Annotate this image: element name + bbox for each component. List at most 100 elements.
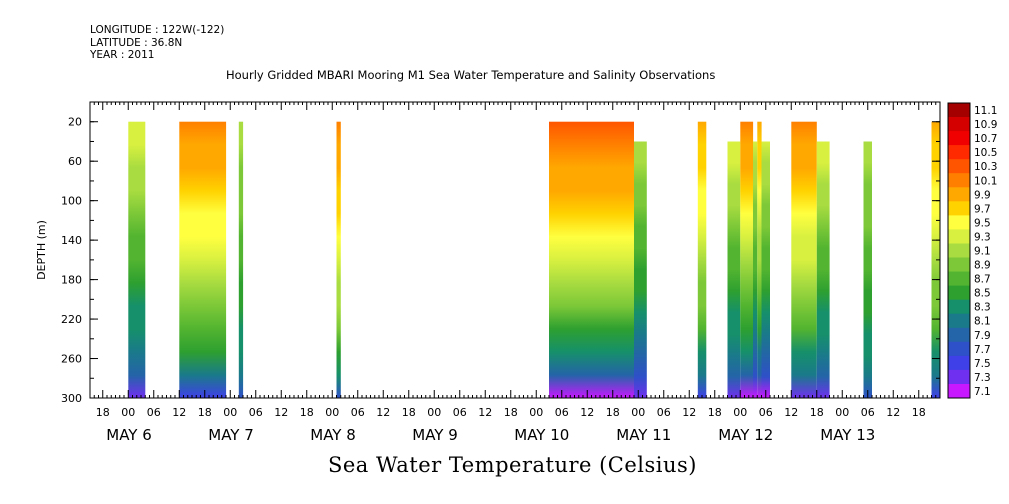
colorbar-swatch bbox=[948, 271, 970, 287]
x-hour-tick-label: 00 bbox=[325, 406, 339, 419]
colorbar-label: 8.3 bbox=[974, 302, 991, 314]
colorbar-swatch bbox=[948, 299, 970, 315]
colorbar-swatch bbox=[948, 327, 970, 343]
plot-area bbox=[128, 121, 940, 398]
x-hour-tick-label: 00 bbox=[733, 406, 747, 419]
data-segment bbox=[761, 141, 770, 398]
colorbar-swatch bbox=[948, 103, 970, 118]
x-hour-tick-label: 18 bbox=[300, 406, 314, 419]
colorbar-label: 8.5 bbox=[974, 288, 991, 300]
x-hour-tick-label: 12 bbox=[580, 406, 594, 419]
x-day-label: MAY 6 bbox=[106, 426, 152, 444]
colorbar-label: 9.1 bbox=[974, 246, 991, 258]
x-hour-tick-label: 06 bbox=[759, 406, 773, 419]
chart-title: Hourly Gridded MBARI Mooring M1 Sea Wate… bbox=[226, 68, 716, 82]
x-hour-tick-label: 06 bbox=[147, 406, 161, 419]
x-hour-tick-label: 18 bbox=[198, 406, 212, 419]
colorbar-label: 9.9 bbox=[974, 189, 991, 201]
x-hour-tick-label: 12 bbox=[376, 406, 390, 419]
x-day-label: MAY 9 bbox=[412, 426, 458, 444]
colorbar-frame bbox=[947, 102, 971, 399]
data-segment bbox=[757, 121, 762, 398]
x-hour-tick-label: 12 bbox=[682, 406, 696, 419]
axes: 20 60 100 140 180 220 260 300 DEPTH (m) 18 00 06 12 1… bbox=[35, 101, 941, 444]
colorbar-label: 7.3 bbox=[974, 372, 991, 384]
colorbar-label: 9.7 bbox=[974, 203, 991, 215]
y-axis-title: DEPTH (m) bbox=[35, 220, 48, 280]
y-tick-label: 100 bbox=[61, 195, 82, 208]
data-segment bbox=[740, 121, 754, 398]
x-day-label: MAY 13 bbox=[820, 426, 875, 444]
x-hour-tick-label: 12 bbox=[172, 406, 186, 419]
colorbar-swatch bbox=[948, 173, 970, 188]
colorbar-label: 8.1 bbox=[974, 316, 991, 328]
x-hour-tick-label: 00 bbox=[427, 406, 441, 419]
colorbar-label: 10.5 bbox=[974, 147, 997, 159]
x-hour-tick-label: 18 bbox=[708, 406, 722, 419]
x-hour-tick-label: 00 bbox=[121, 406, 135, 419]
colorbar-label: 8.9 bbox=[974, 260, 991, 272]
colorbar-label: 9.3 bbox=[974, 232, 991, 244]
data-segment bbox=[697, 121, 707, 398]
colorbar-label: 10.3 bbox=[974, 161, 997, 173]
colorbar-label: 11.1 bbox=[974, 105, 997, 117]
x-hour-tick-label: 12 bbox=[886, 406, 900, 419]
colorbar-label: 8.7 bbox=[974, 274, 991, 286]
colorbar-label: 10.9 bbox=[974, 119, 997, 131]
colorbar-swatch bbox=[948, 285, 970, 301]
colorbar-swatch bbox=[948, 229, 970, 244]
x-day-label: MAY 10 bbox=[514, 426, 569, 444]
colorbar-label: 10.7 bbox=[974, 133, 997, 145]
data-segment bbox=[727, 141, 741, 398]
colorbar-label: 7.1 bbox=[974, 386, 991, 398]
latitude-label: LATITUDE : 36.8N bbox=[90, 36, 183, 49]
data-segment bbox=[128, 121, 146, 398]
data-segment bbox=[238, 121, 244, 398]
x-hour-tick-label: 18 bbox=[96, 406, 110, 419]
colorbar-swatch bbox=[948, 313, 970, 329]
y-tick-label: 180 bbox=[61, 274, 82, 287]
data-segment bbox=[336, 121, 341, 398]
x-hour-tick-label: 06 bbox=[861, 406, 875, 419]
colorbar-label: 7.9 bbox=[974, 330, 991, 342]
year-label: YEAR : 2011 bbox=[90, 49, 155, 61]
data-segment bbox=[816, 141, 830, 398]
data-segment bbox=[179, 121, 227, 398]
data-segment bbox=[753, 141, 758, 398]
colorbar-title-wrap: Sea Water Temperature (Celsius) bbox=[0, 453, 1009, 477]
x-hour-tick-label: 00 bbox=[529, 406, 543, 419]
y-tick-label: 260 bbox=[61, 353, 82, 366]
data-segment bbox=[863, 141, 872, 398]
data-segment bbox=[931, 121, 940, 398]
x-hour-tick-label: 00 bbox=[223, 406, 237, 419]
colorbar-label: 7.5 bbox=[974, 358, 991, 370]
location-metadata: LONGITUDE : 122W(-122) LATITUDE : 36.8N … bbox=[90, 24, 224, 62]
y-tick-label: 60 bbox=[68, 155, 82, 168]
colorbar-label: 7.7 bbox=[974, 344, 991, 356]
y-tick-label: 300 bbox=[61, 392, 82, 405]
data-segment bbox=[634, 141, 647, 398]
colorbar-label: 10.1 bbox=[974, 175, 997, 187]
colorbar-swatch bbox=[948, 159, 970, 174]
colorbar-label: 9.5 bbox=[974, 217, 991, 229]
x-hour-tick-label: 06 bbox=[657, 406, 671, 419]
colorbar-swatch bbox=[948, 341, 970, 357]
colorbar-swatch bbox=[948, 145, 970, 160]
colorbar-swatch bbox=[948, 243, 970, 258]
x-hour-tick-label: 18 bbox=[912, 406, 926, 419]
x-hour-tick-label: 12 bbox=[784, 406, 798, 419]
x-hour-tick-label: 06 bbox=[249, 406, 263, 419]
x-hour-tick-label: 06 bbox=[351, 406, 365, 419]
y-tick-label: 20 bbox=[68, 116, 82, 129]
x-hour-tick-label: 12 bbox=[274, 406, 288, 419]
data-segment bbox=[549, 121, 634, 398]
x-hour-tick-label: 00 bbox=[631, 406, 645, 419]
x-day-label: MAY 7 bbox=[208, 426, 254, 444]
colorbar-swatch bbox=[948, 117, 970, 132]
data-segment bbox=[791, 121, 817, 398]
x-hour-tick-label: 06 bbox=[555, 406, 569, 419]
colorbar-swatch bbox=[948, 257, 970, 272]
colorbar-swatch bbox=[948, 369, 970, 385]
x-hour-tick-label: 18 bbox=[606, 406, 620, 419]
